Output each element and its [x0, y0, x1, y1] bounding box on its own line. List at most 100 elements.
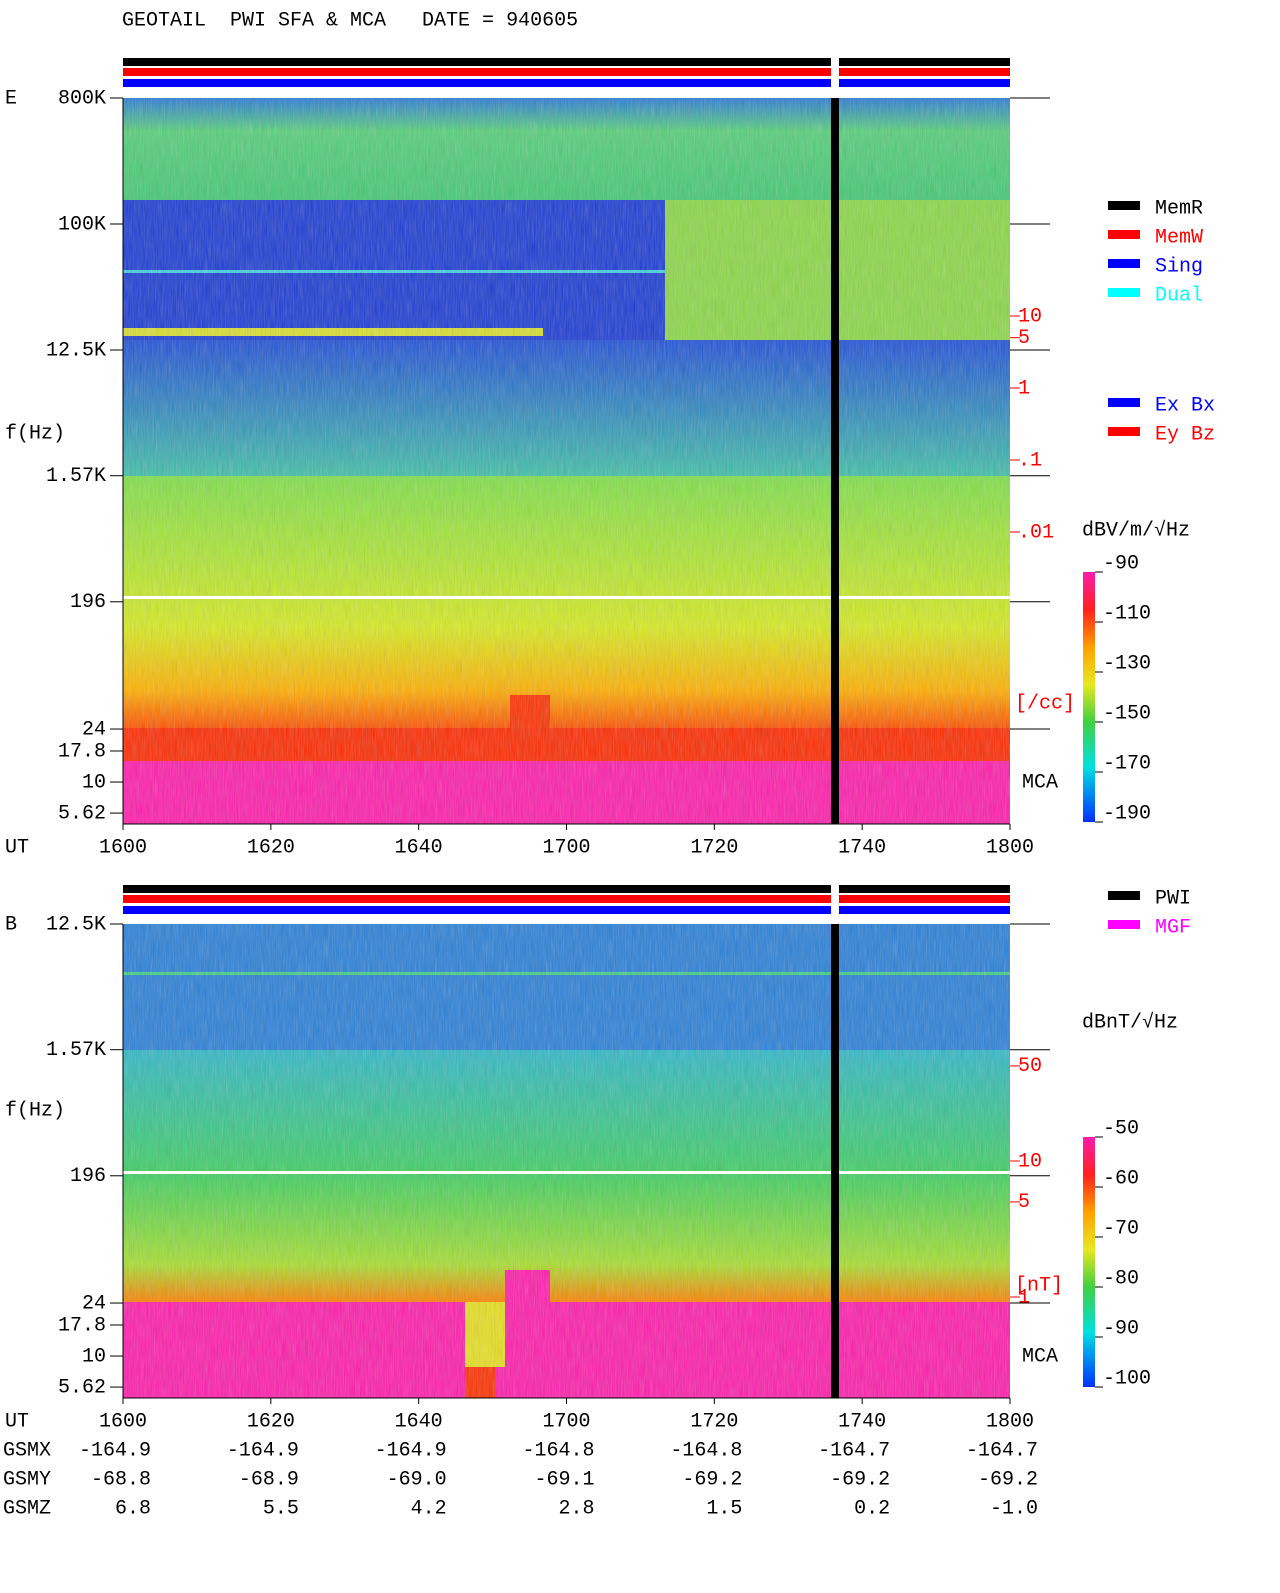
density-tick-label: 5: [1018, 327, 1030, 350]
status-bar: [123, 885, 1010, 893]
legend-swatch: [1108, 201, 1140, 210]
x-tick-label: 1720: [690, 1410, 738, 1433]
orbit-value: 2.8: [558, 1497, 594, 1520]
orbit-value: -164.7: [818, 1439, 890, 1462]
colorbar-tick-label: -50: [1103, 1117, 1139, 1140]
density-tick-label: 10: [1018, 305, 1042, 328]
orbit-row-name: GSMZ: [3, 1497, 51, 1520]
orbit-value: -1.0: [990, 1497, 1038, 1520]
orbit-value: -69.0: [387, 1468, 447, 1491]
y-tick-label: 196: [70, 591, 106, 614]
orbit-value: 5.5: [263, 1497, 299, 1520]
colorbar-tick-label: -60: [1103, 1167, 1139, 1190]
spectrogram-e: [123, 98, 1010, 824]
density-tick-label: .1: [1018, 449, 1042, 472]
density-tick-label: 5: [1018, 1191, 1030, 1214]
density-tick-label: 1: [1018, 1286, 1030, 1309]
x-tick-label: 1600: [99, 1410, 147, 1433]
x-tick-label: 1700: [542, 1410, 590, 1433]
colorbar-tick-label: -90: [1103, 1317, 1139, 1340]
legend-swatch: [1108, 427, 1140, 436]
orbit-value: 6.8: [115, 1497, 151, 1520]
legend-label: Dual: [1155, 284, 1203, 307]
orbit-value: -164.9: [375, 1439, 447, 1462]
x-tick-label: 1720: [690, 836, 738, 859]
density-tick-label: 50: [1018, 1055, 1042, 1078]
legend-swatch: [1108, 259, 1140, 268]
x-tick-label: 1620: [247, 1410, 295, 1433]
status-bar: [123, 906, 1010, 914]
colorbar: [1083, 1137, 1095, 1387]
orbit-value: 0.2: [854, 1497, 890, 1520]
orbit-value: -164.7: [966, 1439, 1038, 1462]
orbit-value: -164.9: [227, 1439, 299, 1462]
y-tick-label: 196: [70, 1165, 106, 1188]
y-axis-label: f(Hz): [5, 1099, 65, 1122]
density-tick-label: .01: [1018, 521, 1054, 544]
colorbar-tick-label: -100: [1103, 1367, 1151, 1390]
y-tick-label: 5.62: [58, 802, 106, 825]
x-axis-label: UT: [5, 836, 29, 859]
status-gap: [831, 58, 839, 87]
orbit-value: -69.2: [830, 1468, 890, 1491]
x-axis-label: UT: [5, 1410, 29, 1433]
title: GEOTAIL PWI SFA & MCA DATE = 940605: [122, 9, 578, 32]
panel-label: B: [5, 913, 17, 936]
y-tick-label: 1.57K: [46, 1039, 106, 1062]
legend-label: MGF: [1155, 916, 1191, 939]
x-tick-label: 1740: [838, 836, 886, 859]
legend-label: MemW: [1155, 226, 1203, 249]
orbit-value: -69.2: [682, 1468, 742, 1491]
x-tick-label: 1620: [247, 836, 295, 859]
y-tick-label: 24: [82, 1292, 106, 1315]
legend-label: Ex Bx: [1155, 394, 1215, 417]
status-bar: [123, 58, 1010, 66]
x-tick-label: 1800: [986, 836, 1034, 859]
colorbar-tick-label: -150: [1103, 702, 1151, 725]
orbit-value: -68.9: [239, 1468, 299, 1491]
colorbar-tick-label: -80: [1103, 1267, 1139, 1290]
y-tick-label: 1.57K: [46, 465, 106, 488]
colorbar-tick-label: -70: [1103, 1217, 1139, 1240]
status-gap: [831, 885, 839, 914]
colorbar-tick-label: -110: [1103, 602, 1151, 625]
colorbar-label: dBnT/√Hz: [1082, 1010, 1178, 1034]
orbit-row-name: GSMX: [3, 1439, 51, 1462]
y-tick-label: 10: [82, 771, 106, 794]
legend-swatch: [1108, 891, 1140, 900]
density-unit: [nT]: [1015, 1274, 1063, 1297]
colorbar-tick-label: -130: [1103, 652, 1151, 675]
x-tick-label: 1700: [542, 836, 590, 859]
density-tick-label: 10: [1018, 1150, 1042, 1173]
y-tick-label: 800K: [58, 87, 106, 110]
y-tick-label: 24: [82, 718, 106, 741]
x-tick-label: 1740: [838, 1410, 886, 1433]
x-tick-label: 1640: [395, 1410, 443, 1433]
orbit-value: -69.1: [534, 1468, 594, 1491]
y-tick-label: 12.5K: [46, 913, 106, 936]
colorbar: [1083, 572, 1095, 822]
status-bar: [123, 68, 1010, 76]
legend-swatch: [1108, 398, 1140, 407]
legend-label: PWI: [1155, 887, 1191, 910]
x-tick-label: 1800: [986, 1410, 1034, 1433]
orbit-value: 4.2: [411, 1497, 447, 1520]
y-axis-label: f(Hz): [5, 422, 65, 445]
orbit-row-name: GSMY: [3, 1468, 51, 1491]
mca-label: MCA: [1022, 1345, 1058, 1368]
status-bar: [123, 79, 1010, 87]
y-tick-label: 10: [82, 1345, 106, 1368]
panel-label: E: [5, 87, 17, 110]
orbit-value: -164.8: [522, 1439, 594, 1462]
x-tick-label: 1640: [395, 836, 443, 859]
y-tick-label: 12.5K: [46, 339, 106, 362]
y-tick-label: 5.62: [58, 1376, 106, 1399]
density-tick-label: 1: [1018, 377, 1030, 400]
orbit-value: -69.2: [978, 1468, 1038, 1491]
legend-label: Sing: [1155, 255, 1203, 278]
legend-label: Ey Bz: [1155, 423, 1215, 446]
colorbar-tick-label: -90: [1103, 552, 1139, 575]
legend-swatch: [1108, 288, 1140, 297]
y-tick-label: 17.8: [58, 1314, 106, 1337]
